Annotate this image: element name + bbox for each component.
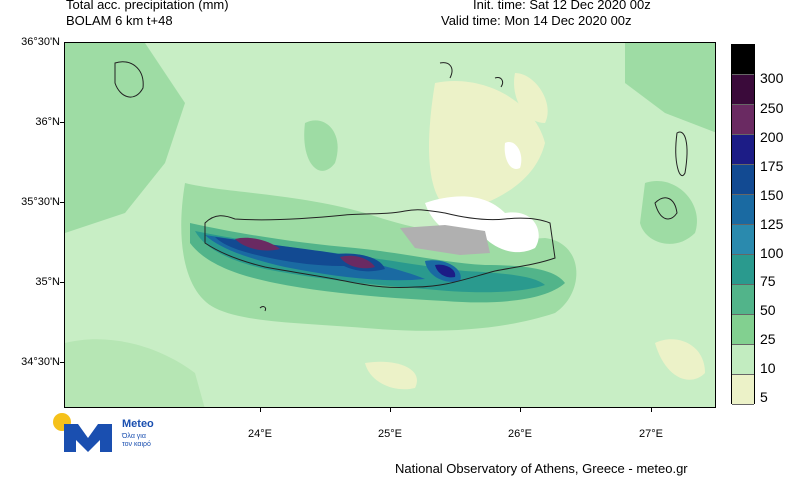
colorbar-swatch: [732, 375, 754, 405]
colorbar-label: 150: [760, 187, 784, 203]
colorbar-label: 125: [760, 216, 784, 232]
colorbar-swatch: [732, 315, 754, 345]
lat-label-35-30: 35°30'N: [21, 196, 60, 208]
precipitation-map: [64, 42, 716, 408]
colorbar-swatch: [732, 135, 754, 165]
colorbar-swatch: [732, 345, 754, 375]
logo-tagline-1: Όλα για: [122, 433, 146, 440]
lat-label-36-30: 36°30'N: [21, 36, 60, 48]
lat-tick: [60, 282, 64, 283]
colorbar-label: 300: [760, 70, 784, 86]
colorbar: [731, 44, 755, 405]
colorbar-label: 175: [760, 158, 784, 174]
colorbar-label: 200: [760, 129, 784, 145]
colorbar-swatch: [732, 225, 754, 255]
colorbar-swatch: [732, 255, 754, 285]
lon-label-24: 24°E: [248, 428, 272, 440]
precipitation-field: [65, 43, 715, 407]
colorbar-label: 10: [760, 360, 776, 376]
lon-tick: [520, 408, 521, 412]
lat-label-34-30: 34°30'N: [21, 356, 60, 368]
lon-label-25: 25°E: [378, 428, 402, 440]
lat-label-35: 35°N: [35, 276, 60, 288]
model-label: BOLAM 6 km t+48: [66, 13, 173, 28]
lon-tick: [260, 408, 261, 412]
colorbar-label: 75: [760, 273, 776, 289]
meteo-logo-icon: [53, 413, 112, 452]
logo-tagline-2: τον καιρό: [122, 441, 151, 448]
colorbar-label: 100: [760, 245, 784, 261]
colorbar-label: 5: [760, 389, 768, 405]
credit-text: National Observatory of Athens, Greece -…: [395, 461, 688, 476]
logo-brand: Meteo: [122, 418, 154, 430]
lat-label-36: 36°N: [35, 116, 60, 128]
colorbar-swatch: [732, 285, 754, 315]
init-time: Init. time: Sat 12 Dec 2020 00z: [473, 0, 651, 12]
lon-label-27: 27°E: [639, 428, 663, 440]
colorbar-swatch: [732, 75, 754, 105]
lon-tick: [390, 408, 391, 412]
meteo-logo: Meteo Όλα για τον καιρό: [52, 412, 192, 456]
lat-tick: [60, 122, 64, 123]
lat-tick: [60, 362, 64, 363]
lon-label-26: 26°E: [508, 428, 532, 440]
colorbar-swatch: [732, 45, 754, 75]
colorbar-label: 25: [760, 331, 776, 347]
colorbar-label: 250: [760, 100, 784, 116]
colorbar-swatch: [732, 105, 754, 135]
colorbar-swatch: [732, 165, 754, 195]
valid-time: Valid time: Mon 14 Dec 2020 00z: [441, 13, 632, 28]
map-title: Total acc. precipitation (mm): [66, 0, 229, 12]
lon-tick: [651, 408, 652, 412]
colorbar-label: 50: [760, 302, 776, 318]
colorbar-swatch: [732, 195, 754, 225]
lat-tick: [60, 202, 64, 203]
